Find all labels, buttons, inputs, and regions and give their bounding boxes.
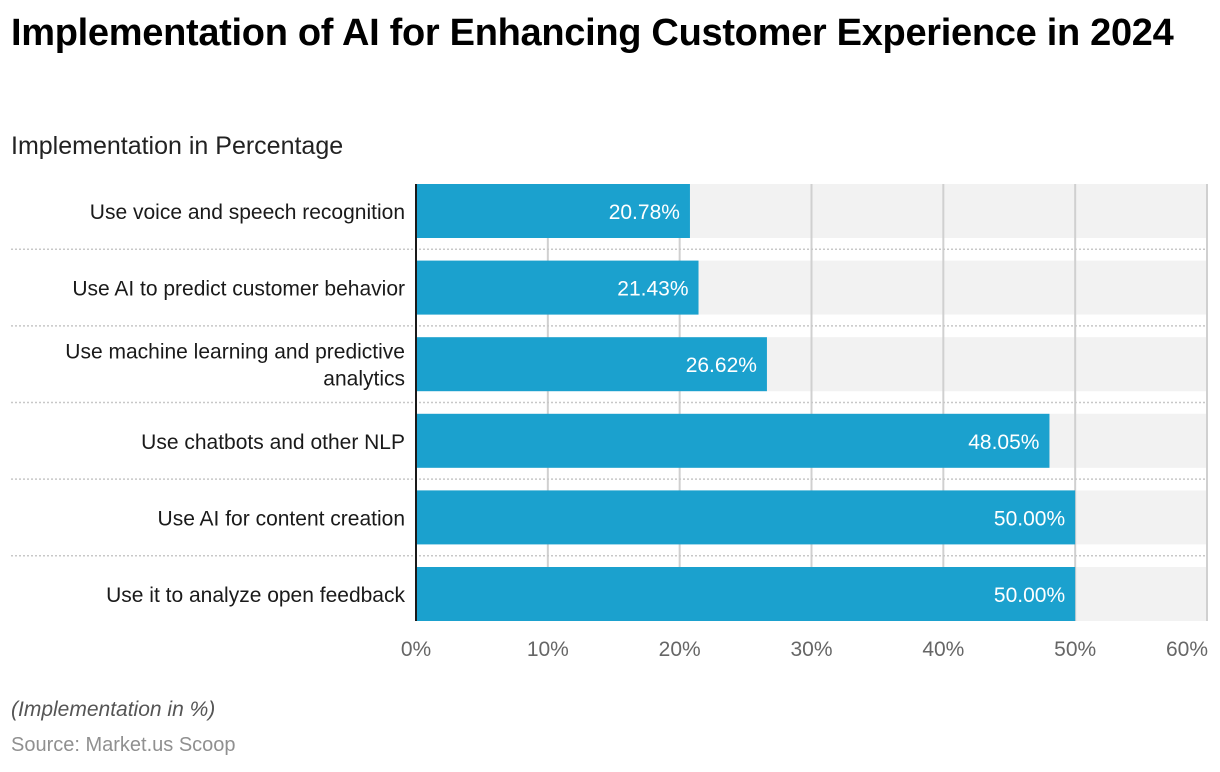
x-tick-label: 20%	[659, 638, 701, 661]
x-tick-label: 60%	[1166, 638, 1208, 661]
data-label: 26.62%	[686, 354, 757, 377]
bar	[416, 567, 1076, 621]
category-label: Use AI to predict customer behavior	[72, 278, 405, 301]
category-label: Use it to analyze open feedback	[106, 584, 405, 607]
chart-note: (Implementation in %)	[11, 698, 216, 721]
bar	[416, 184, 690, 238]
data-label: 50.00%	[994, 507, 1065, 530]
category-label: Use voice and speech recognition	[90, 201, 405, 224]
chart-title: Implementation of AI for Enhancing Custo…	[11, 12, 1174, 54]
x-tick-label: 30%	[790, 638, 832, 661]
bar	[416, 337, 767, 392]
x-tick-label: 40%	[922, 638, 964, 661]
bar	[416, 260, 699, 315]
data-label: 50.00%	[994, 584, 1065, 607]
category-label: Use chatbots and other NLP	[141, 431, 405, 454]
category-label: Use machine learning and predictive	[65, 341, 405, 364]
data-label: 20.78%	[609, 201, 680, 224]
chart-subtitle: Implementation in Percentage	[11, 132, 344, 160]
bar	[416, 413, 1050, 468]
x-tick-label: 0%	[401, 638, 431, 661]
x-tick-label: 10%	[527, 638, 569, 661]
data-label: 48.05%	[968, 431, 1039, 454]
category-label: Use AI for content creation	[158, 507, 405, 530]
source-credit: Source: Market.us Scoop	[11, 734, 236, 756]
data-label: 21.43%	[617, 278, 688, 301]
x-tick-label: 50%	[1054, 638, 1096, 661]
bar	[416, 490, 1076, 545]
category-label: analytics	[323, 368, 405, 391]
